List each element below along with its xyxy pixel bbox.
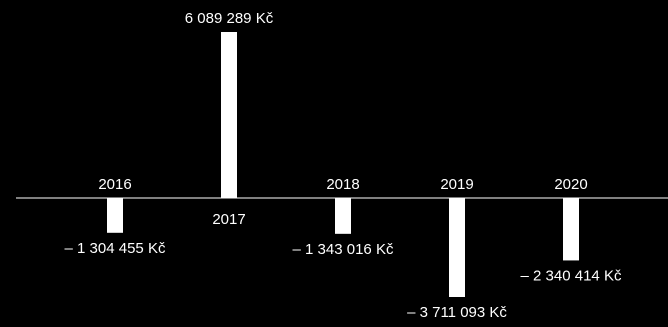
- labels-group: 2016 – 1 304 455 Kč 2017 6 089 289 Kč 2018 – …: [65, 10, 622, 321]
- category-label-2019: 2019: [440, 176, 473, 193]
- bar-2019: [449, 198, 465, 297]
- bar-2017: [221, 32, 237, 198]
- value-label-2018: – 1 343 016 Kč: [293, 241, 394, 258]
- value-label-2019: – 3 711 093 Kč: [407, 304, 507, 321]
- bar-2020: [563, 198, 579, 261]
- category-label-2016: 2016: [98, 176, 131, 193]
- bars-group: [107, 32, 579, 297]
- value-label-2020: – 2 340 414 Kč: [521, 267, 622, 284]
- category-label-2020: 2020: [554, 176, 587, 193]
- value-label-2017: 6 089 289 Kč: [185, 10, 274, 27]
- bar-2016: [107, 198, 123, 233]
- bar-2018: [335, 198, 351, 234]
- category-label-2018: 2018: [326, 176, 359, 193]
- value-label-2016: – 1 304 455 Kč: [65, 240, 166, 257]
- category-label-2017: 2017: [212, 211, 245, 228]
